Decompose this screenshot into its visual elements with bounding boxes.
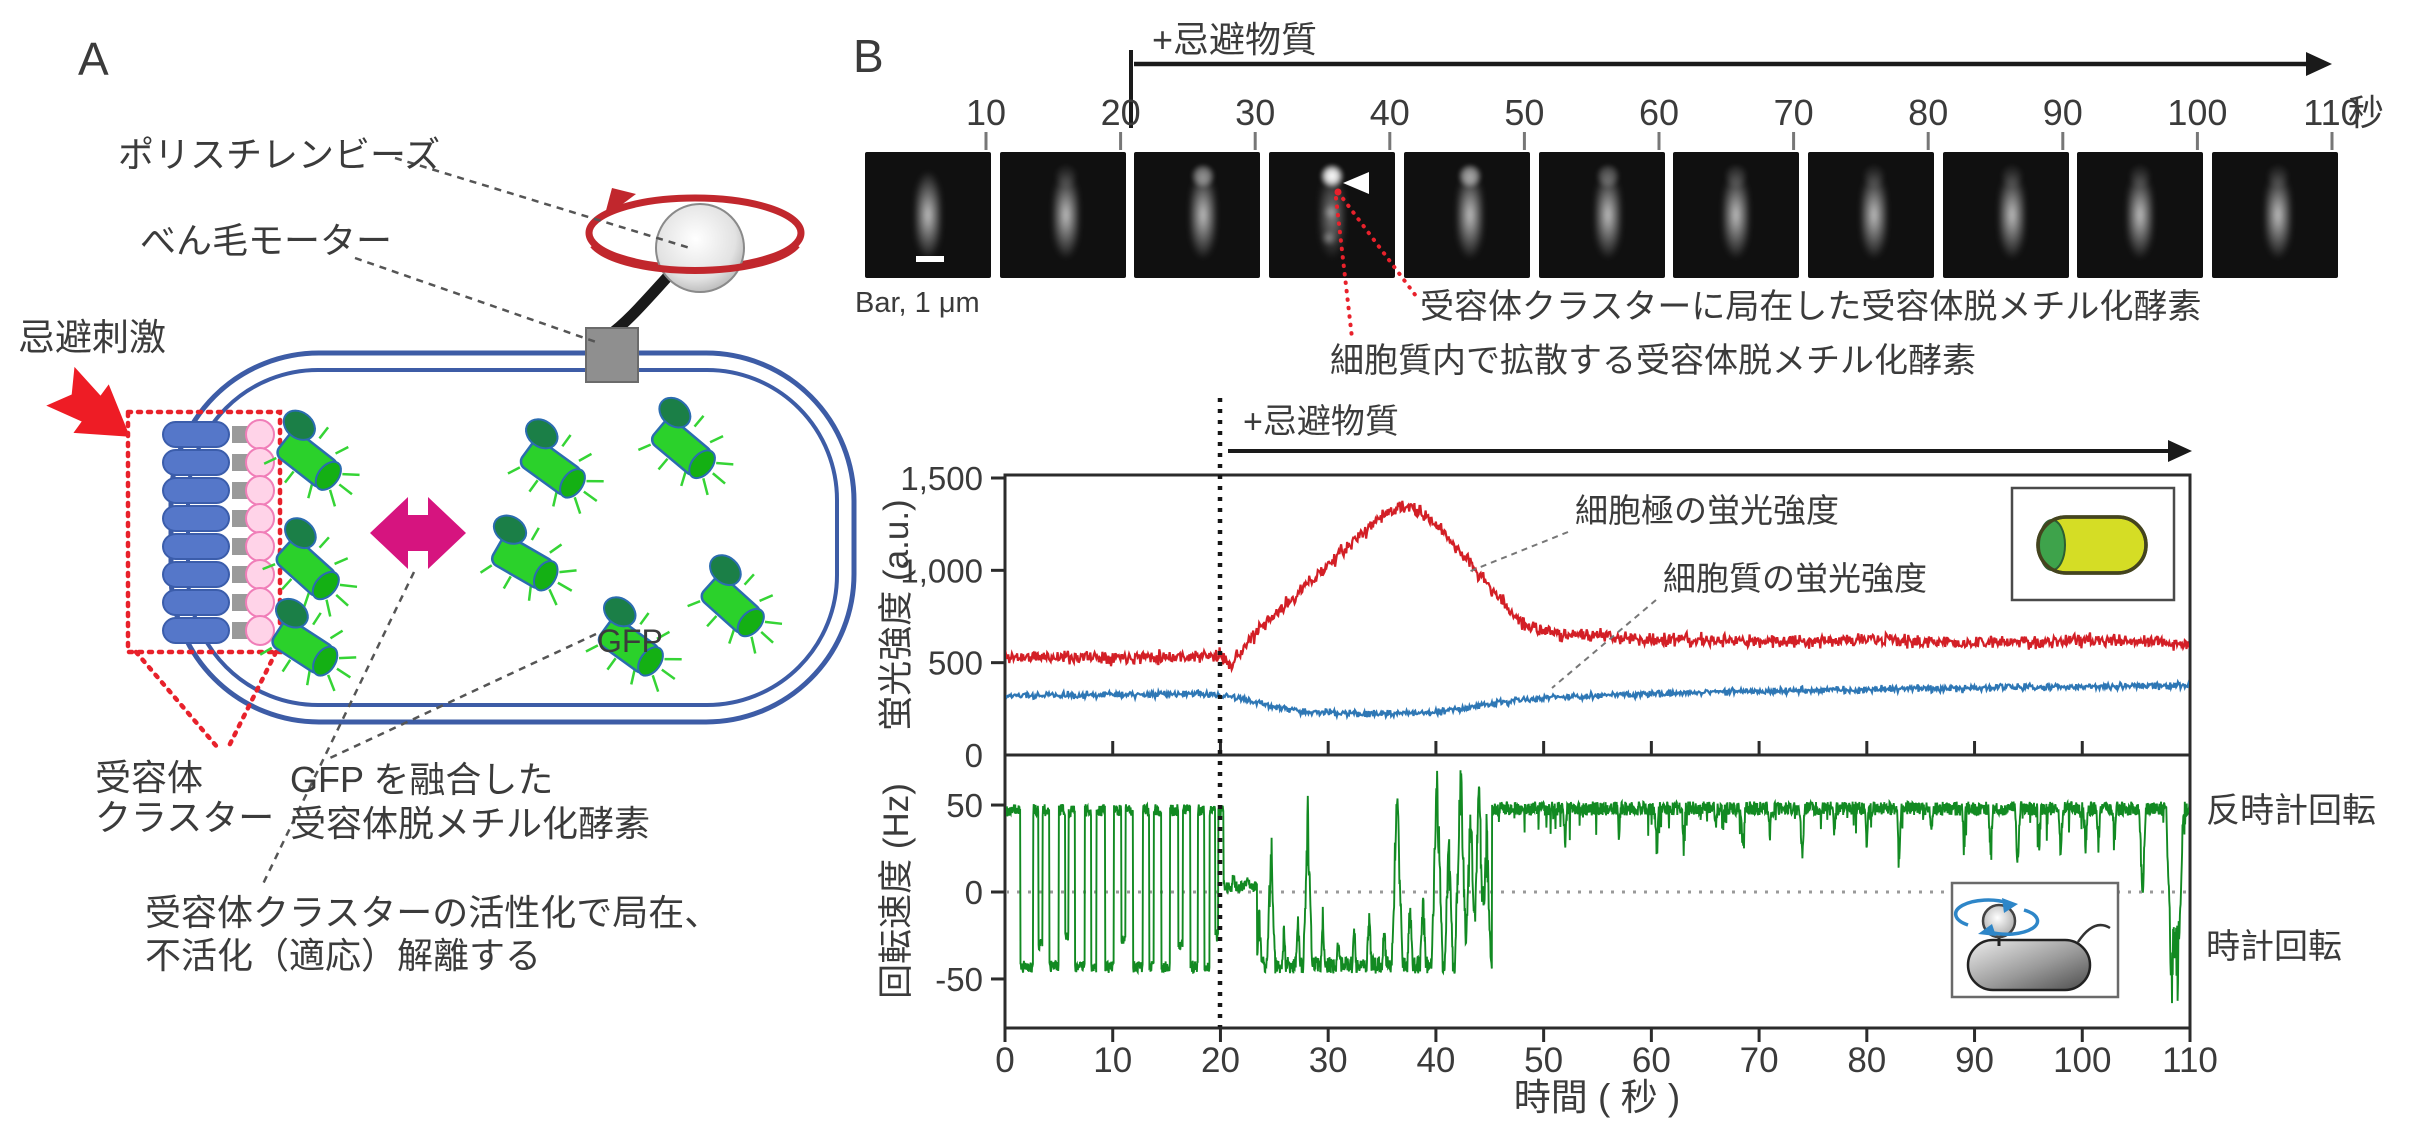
- bacterium-cell: [1860, 172, 1887, 258]
- bacterium-cell: [915, 172, 941, 258]
- micrograph-frame-30s: [1134, 152, 1261, 278]
- polar-cluster-spot: [1456, 164, 1483, 188]
- micrograph-frame-50s: [1403, 152, 1530, 278]
- micrograph-frame-60s: [1538, 152, 1665, 278]
- polar-cluster-spot: [1052, 164, 1079, 188]
- micrograph-frame-70s: [1673, 152, 1800, 278]
- bacterium-cell: [1998, 172, 2025, 258]
- bacterium-cell: [1594, 172, 1621, 258]
- micrograph-frame-10s: [865, 152, 991, 278]
- polar-cluster-spot: [1723, 164, 1750, 188]
- cytoplasmic-spot: [1323, 204, 1340, 220]
- white-arrowhead-icon: [1343, 172, 1370, 194]
- micrograph-frame-110s: [2212, 152, 2338, 278]
- micrograph-frame-40s: [1269, 152, 1396, 278]
- polar-cluster-spot: [1319, 164, 1346, 188]
- scale-bar-icon: [916, 256, 944, 262]
- polar-cluster-spot: [2265, 164, 2291, 188]
- polar-cluster-spot: [2127, 164, 2154, 188]
- polar-cluster-spot: [1190, 164, 1217, 188]
- cytoplasmic-spot: [1321, 230, 1338, 246]
- bacterium-cell: [2265, 172, 2291, 258]
- micrograph-frame-80s: [1807, 152, 1934, 278]
- micrograph-frame-20s: [999, 152, 1126, 278]
- polar-cluster-spot: [1998, 164, 2025, 188]
- polar-cluster-spot: [1594, 164, 1621, 188]
- bacterium-cell: [2127, 172, 2154, 258]
- micrograph-frame-90s: [1942, 152, 2069, 278]
- bacterium-cell: [1052, 172, 1079, 258]
- polar-cluster-spot: [1860, 164, 1887, 188]
- bacterium-cell: [1723, 172, 1750, 258]
- micrograph-frame-100s: [2077, 152, 2204, 278]
